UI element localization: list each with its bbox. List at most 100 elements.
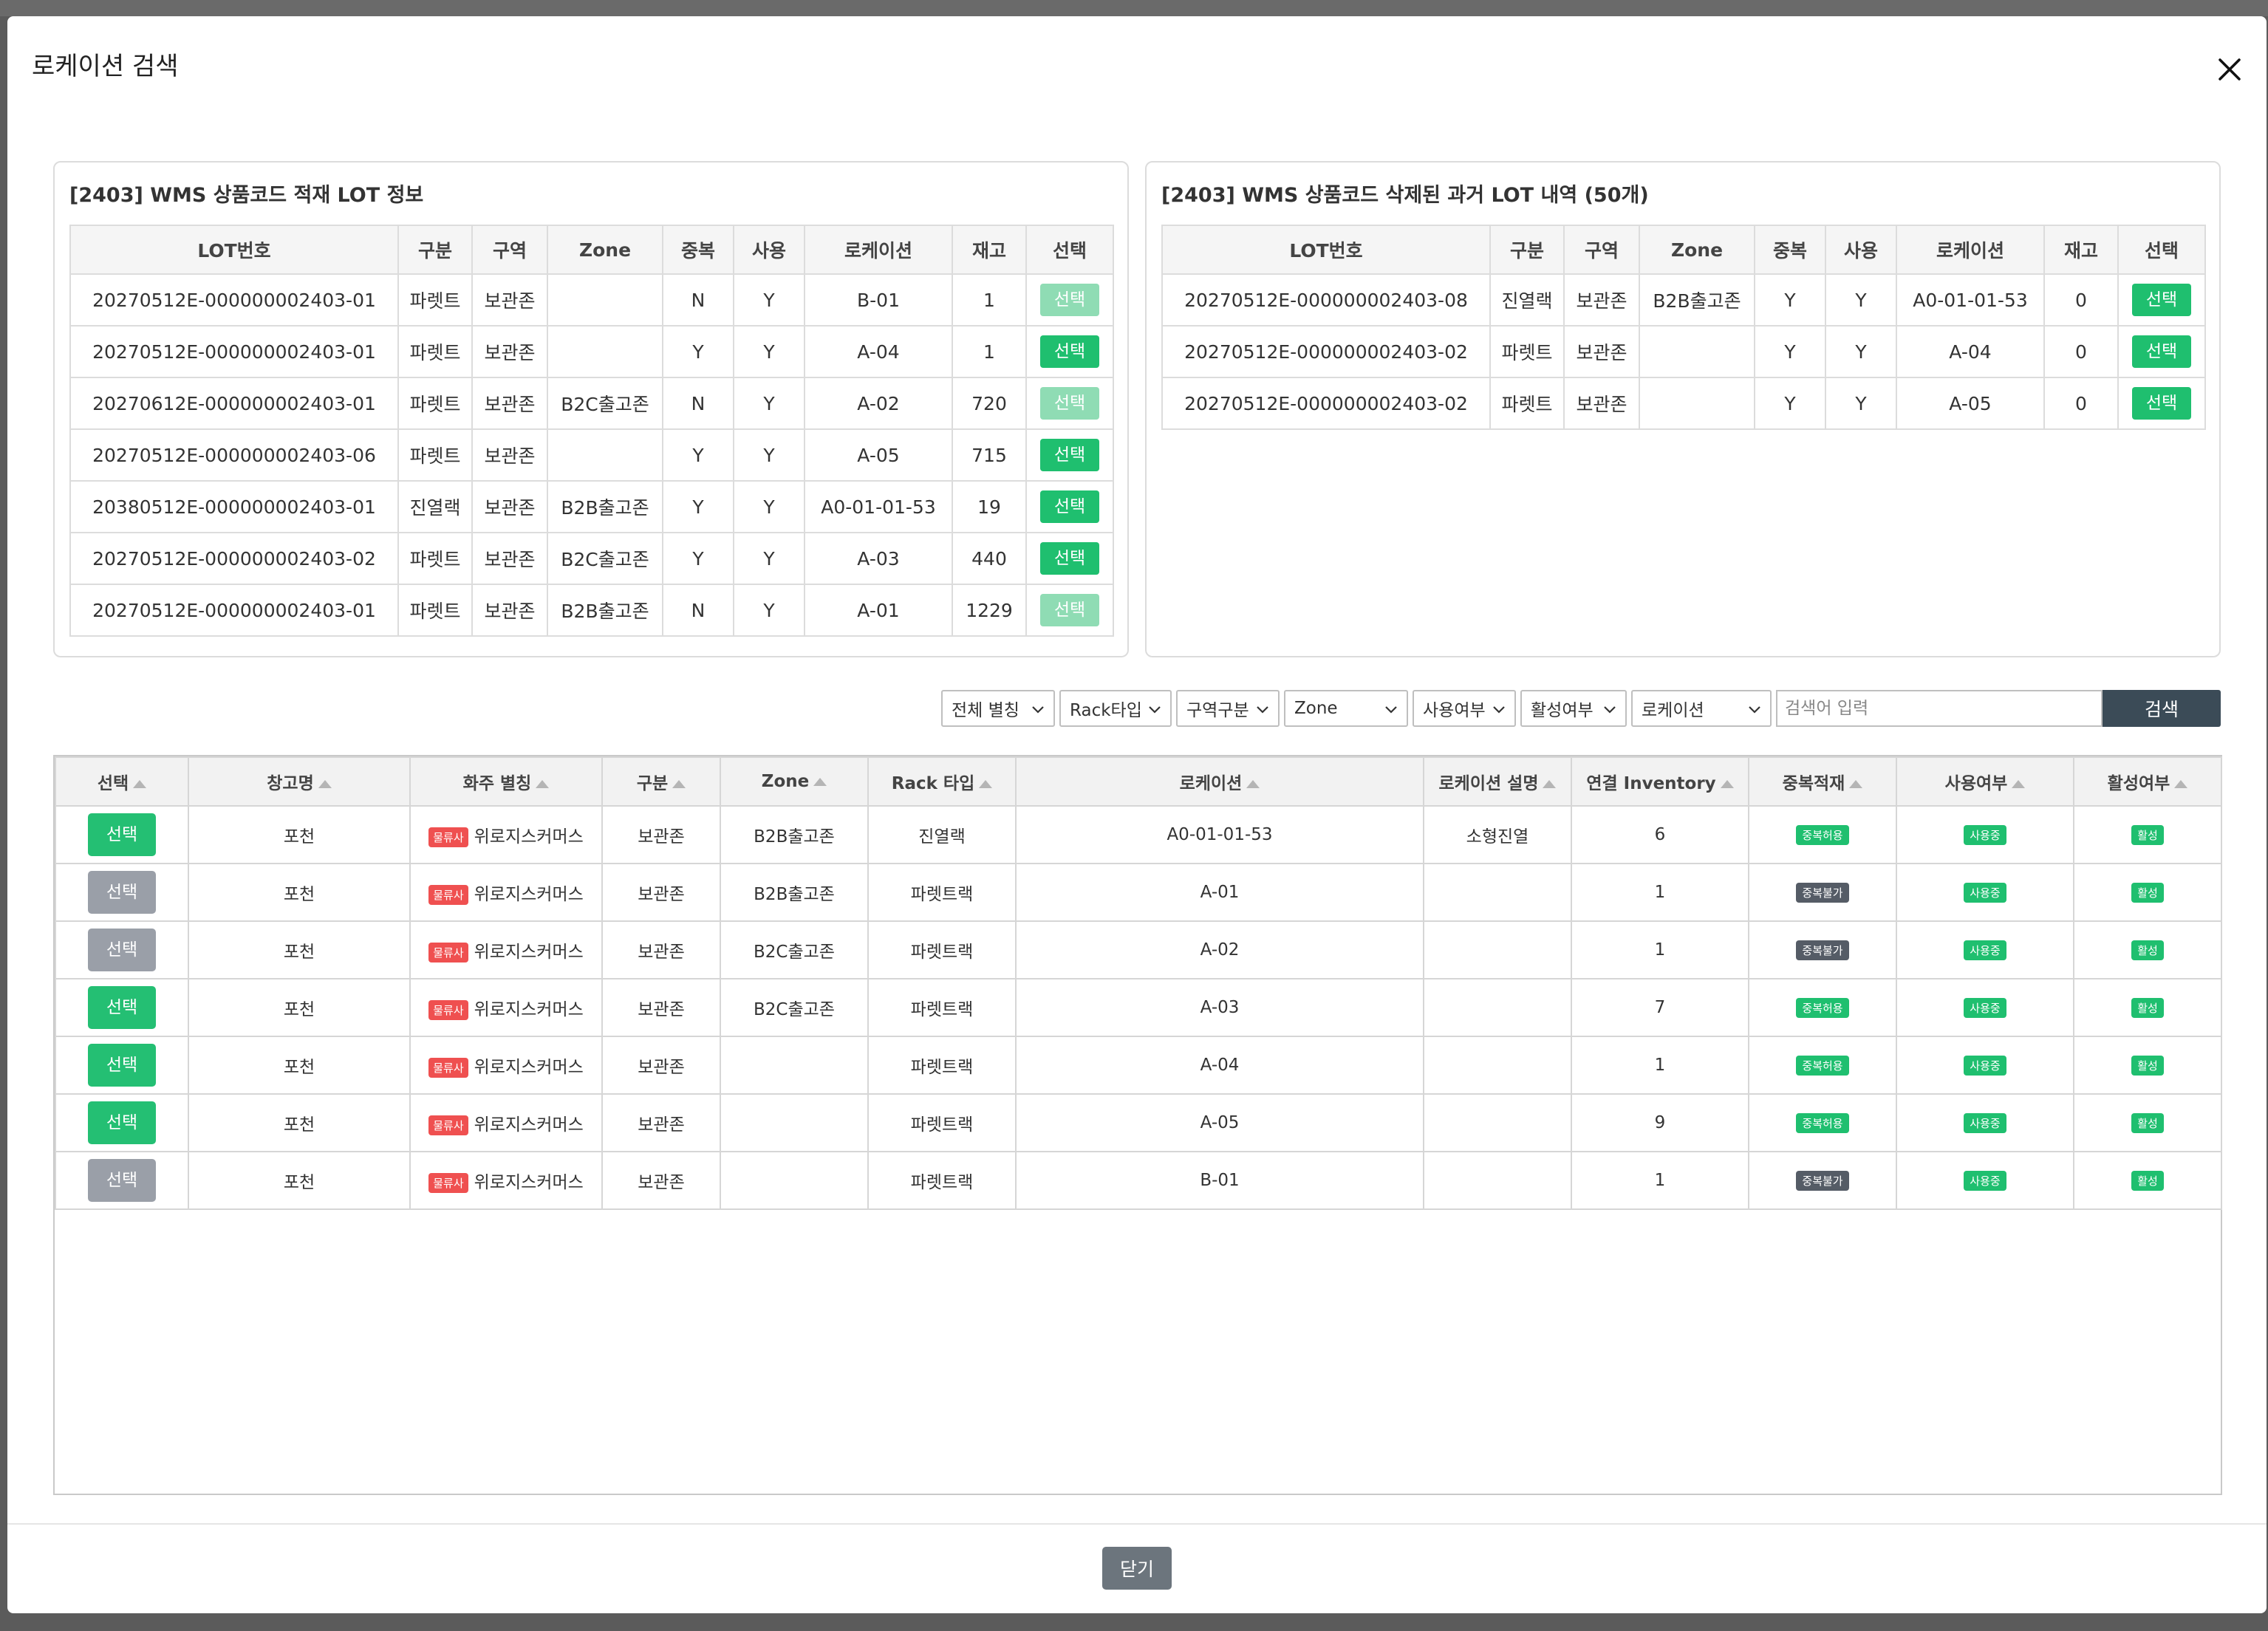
select-button[interactable]: 선택	[1040, 542, 1099, 575]
column-header-sortable[interactable]: 창고명	[188, 756, 411, 807]
zone-cell: B2B출고존	[720, 863, 869, 922]
area-cell: 보관존	[471, 584, 548, 637]
select-cell: 선택	[1025, 480, 1114, 533]
column-header-sortable[interactable]: 중복적재	[1748, 756, 1897, 807]
inventory-cell: 1	[1571, 1151, 1749, 1210]
dup-badge: 중복불가	[1796, 882, 1849, 903]
inventory-cell: 1	[1571, 1036, 1749, 1095]
type-cell: 파렛트	[1489, 377, 1565, 430]
use-filter-dropdown[interactable]: 사용여부	[1413, 690, 1516, 727]
sort-up-icon	[979, 780, 993, 788]
column-header-sortable[interactable]: 로케이션	[1015, 756, 1424, 807]
select-button[interactable]: 선택	[88, 1159, 156, 1202]
warehouse-cell: 포천	[188, 920, 411, 979]
owner-cell: 물류사 위로지스커머스	[409, 1151, 603, 1210]
dup-cell: 중복불가	[1748, 920, 1897, 979]
location-cell: A-04	[1015, 1036, 1424, 1095]
active-cell: 활성	[2073, 1093, 2222, 1152]
select-button[interactable]: 선택	[1040, 335, 1099, 368]
zone-filter-label: Zone	[1294, 699, 1338, 718]
active-badge: 활성	[2131, 1170, 2164, 1191]
active-cell: 활성	[2073, 920, 2222, 979]
area-cell: 보관존	[471, 273, 548, 326]
chevron-down-icon	[1749, 706, 1760, 714]
lot-number-cell: 20380512E-000000002403-01	[69, 480, 399, 533]
dup-cell: 중복허용	[1748, 1093, 1897, 1152]
select-button[interactable]: 선택	[88, 813, 156, 856]
rack-type-filter-label: Rack타입	[1070, 701, 1142, 720]
column-label: 활성여부	[2107, 774, 2170, 793]
search-input[interactable]	[1776, 690, 2103, 727]
location-row: 선택 포천 물류사 위로지스커머스 보관존 파렛트랙 A-05 9 중복허용 사용중 활성	[55, 1093, 2222, 1152]
chevron-down-icon	[1493, 706, 1505, 714]
select-button[interactable]: 선택	[1040, 439, 1099, 471]
column-label: 선택	[97, 774, 129, 793]
column-header-sortable[interactable]: Zone	[720, 756, 869, 807]
column-header-sortable[interactable]: 사용여부	[1896, 756, 2074, 807]
column-header-sortable[interactable]: 구분	[601, 756, 721, 807]
active-cell: 활성	[2073, 1036, 2222, 1095]
inventory-cell: 9	[1571, 1093, 1749, 1152]
select-cell: 선택	[1025, 428, 1114, 482]
rack-type-cell: 진열랙	[867, 805, 1017, 864]
close-icon[interactable]	[2207, 47, 2252, 92]
area-filter-dropdown[interactable]: 구역구분	[1176, 690, 1280, 727]
column-header: 구역	[471, 225, 548, 275]
select-button[interactable]: 선택	[1040, 387, 1099, 420]
select-button[interactable]: 선택	[1040, 490, 1099, 523]
use-filter-label: 사용여부	[1423, 701, 1486, 720]
zone-filter-dropdown[interactable]: Zone	[1284, 690, 1408, 727]
column-header-sortable[interactable]: 화주 별칭	[409, 756, 603, 807]
close-button[interactable]: 닫기	[1102, 1547, 1172, 1590]
zone-cell	[1639, 377, 1755, 430]
location-desc-cell	[1423, 920, 1572, 979]
select-button[interactable]: 선택	[88, 929, 156, 971]
column-header-sortable[interactable]: Rack 타입	[867, 756, 1017, 807]
type-cell: 파렛트	[397, 428, 473, 482]
area-cell: 보관존	[601, 1151, 721, 1210]
location-cell: A-01	[1015, 863, 1424, 922]
search-button[interactable]: 검색	[2103, 690, 2221, 727]
warehouse-cell: 포천	[188, 1036, 411, 1095]
area-cell: 보관존	[1563, 273, 1640, 326]
location-desc-cell	[1423, 978, 1572, 1037]
select-button[interactable]: 선택	[88, 1044, 156, 1087]
select-button[interactable]: 선택	[88, 1101, 156, 1144]
dup-cell: Y	[662, 325, 734, 378]
zone-cell	[547, 273, 663, 326]
lot-number-cell: 20270512E-000000002403-01	[69, 325, 399, 378]
column-header-sortable[interactable]: 활성여부	[2073, 756, 2222, 807]
active-filter-dropdown[interactable]: 활성여부	[1520, 690, 1627, 727]
location-cell: A-02	[1015, 920, 1424, 979]
area-cell: 보관존	[601, 978, 721, 1037]
area-cell: 보관존	[471, 428, 548, 482]
location-filter-label: 로케이션	[1642, 701, 1704, 720]
rack-type-filter-dropdown[interactable]: Rack타입	[1059, 690, 1172, 727]
area-cell: 보관존	[601, 1093, 721, 1152]
lot-row: 20270512E-000000002403-02 파렛트 보관존 Y Y A-04 0 선택	[1161, 325, 2206, 378]
select-button[interactable]: 선택	[1040, 594, 1099, 626]
type-cell: 파렛트	[397, 532, 473, 585]
location-cell: A-04	[1896, 325, 2045, 378]
owner-name: 위로지스커머스	[474, 1058, 584, 1077]
select-button[interactable]: 선택	[88, 986, 156, 1029]
select-button[interactable]: 선택	[88, 871, 156, 914]
column-label: 화주 별칭	[462, 774, 532, 793]
select-button[interactable]: 선택	[2132, 335, 2191, 368]
owner-type-badge: 물류사	[428, 943, 468, 962]
select-button[interactable]: 선택	[1040, 284, 1099, 316]
location-cell: A-03	[1015, 978, 1424, 1037]
select-button[interactable]: 선택	[2132, 284, 2191, 316]
column-header-sortable[interactable]: 로케이션 설명	[1423, 756, 1572, 807]
dup-cell: Y	[1754, 325, 1826, 378]
rack-type-cell: 파렛트랙	[867, 1036, 1017, 1095]
location-row: 선택 포천 물류사 위로지스커머스 보관존 파렛트랙 A-04 1 중복허용 사용중 활성	[55, 1036, 2222, 1095]
column-header-sortable[interactable]: 연결 Inventory	[1571, 756, 1749, 807]
location-cell: A0-01-01-53	[1896, 273, 2045, 326]
select-button[interactable]: 선택	[2132, 387, 2191, 420]
location-filter-dropdown[interactable]: 로케이션	[1631, 690, 1772, 727]
column-header: 중복	[1754, 225, 1826, 275]
column-header-sortable[interactable]: 선택	[55, 756, 189, 807]
owner-name: 위로지스커머스	[474, 1000, 584, 1019]
alias-filter-dropdown[interactable]: 전체 별칭	[941, 690, 1055, 727]
